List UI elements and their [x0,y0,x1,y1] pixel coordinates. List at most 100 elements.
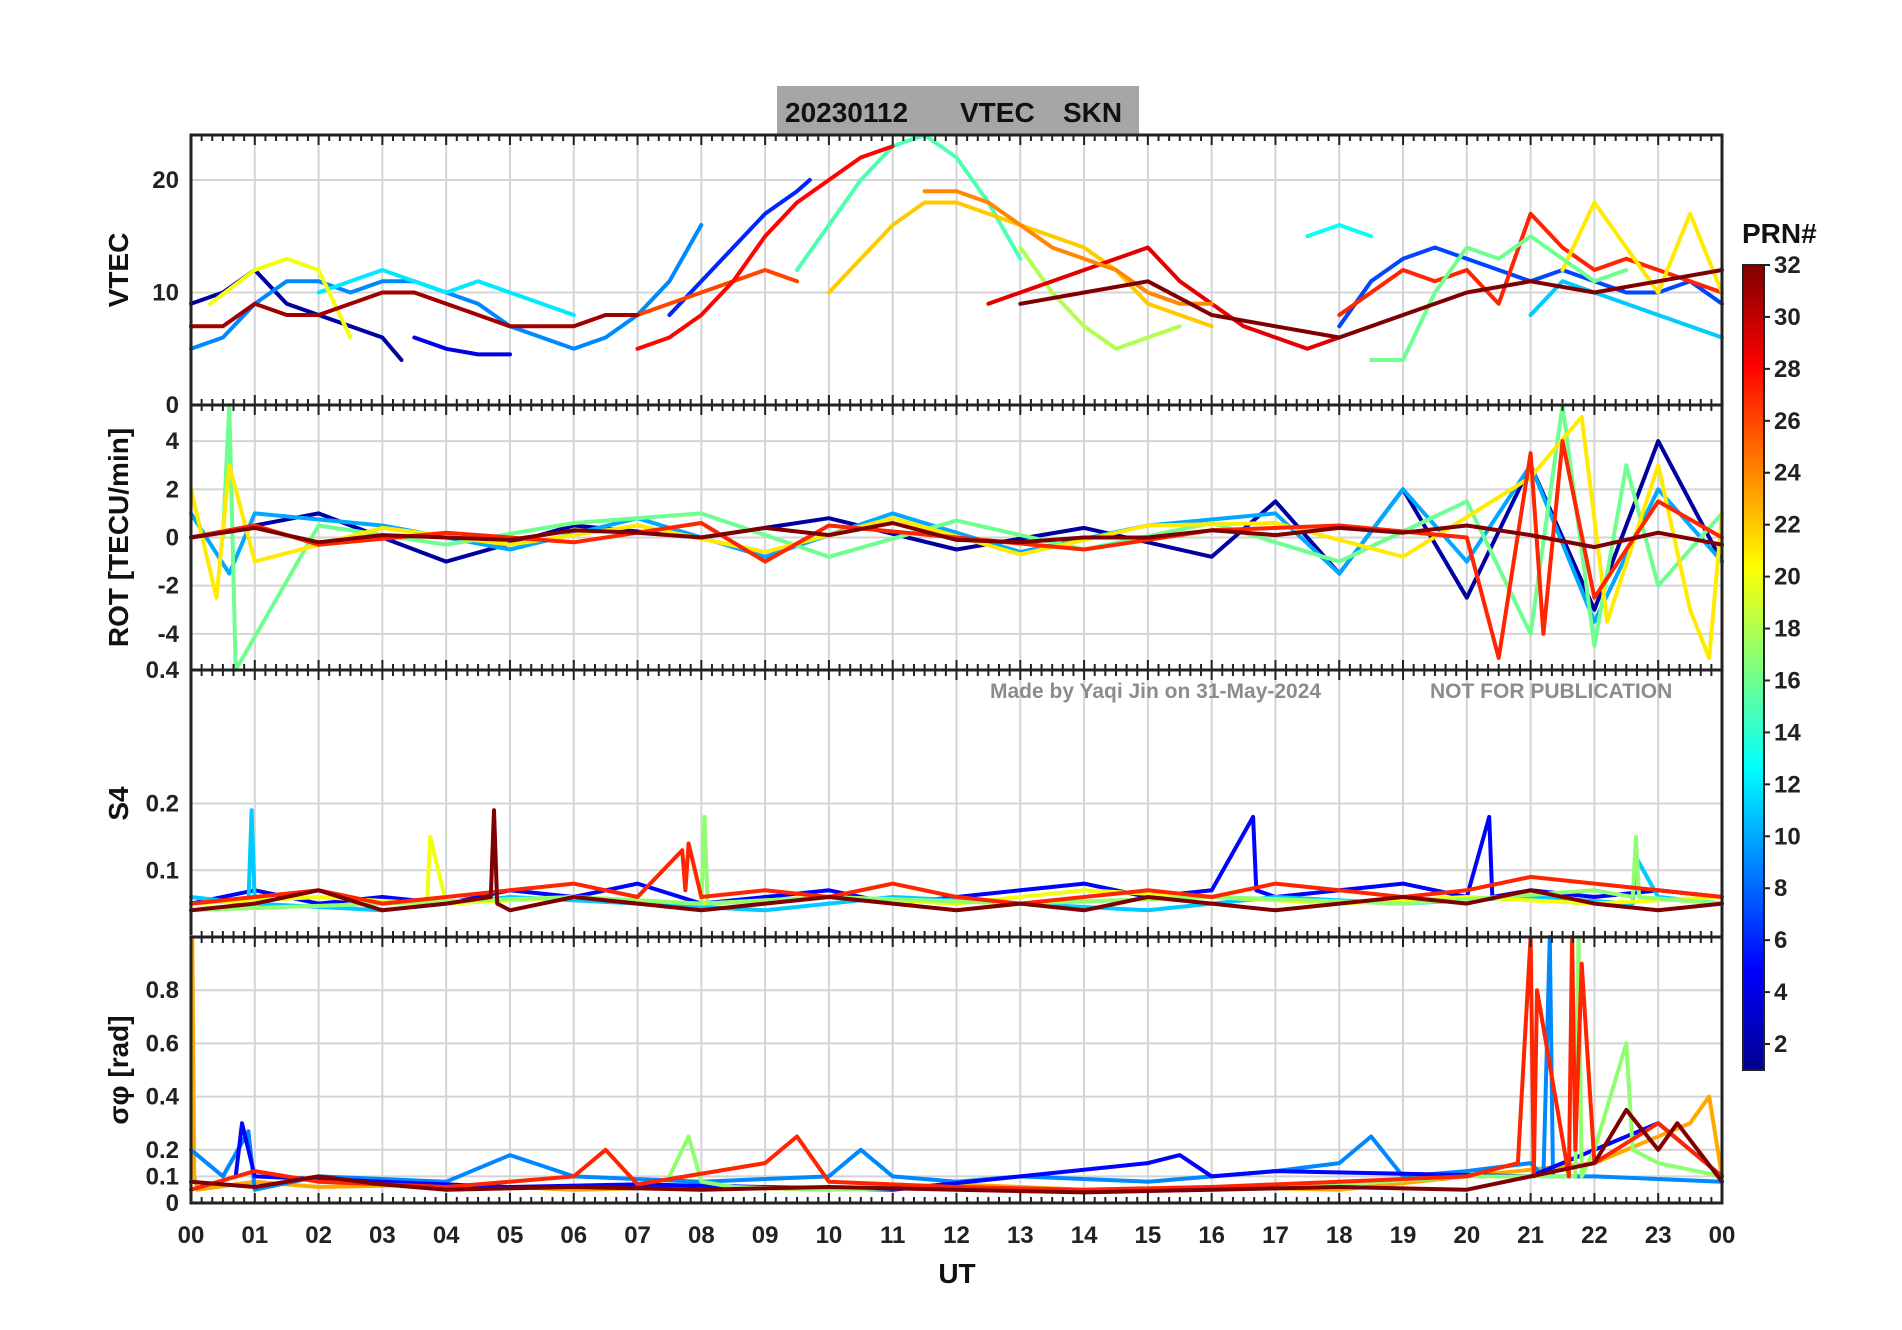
title-badge [777,86,1139,136]
panel-vtec: VTEC 0 10 20 [103,133,1724,419]
series-line-prn-32 [1018,268,1724,340]
ylabel-vtec: VTEC [103,233,134,308]
x-axis-title: UT [938,1258,975,1289]
series-line-prn-32 [189,1107,1724,1195]
x-tick-label: 05 [497,1222,524,1249]
colorbar-gradient [1742,264,1765,1071]
title-station: SKN [1063,97,1122,128]
colorbar-tick-label: 28 [1774,356,1801,383]
panel-sigma-phi: σφ [rad] 00.10.2 0.4 0.6 0.8 [103,935,1724,1217]
series-group [189,808,1724,913]
series-line-prn-26 [635,268,799,317]
title-date: 20230112 [785,97,908,128]
series-group [189,403,1724,672]
x-tick-label: 11 [880,1222,905,1249]
panel-s4: S4 0.1 0.2 0.4 [103,657,1724,939]
x-tick-label: 22 [1581,1222,1608,1249]
series-line-prn-27 [189,935,1724,1192]
colorbar-tick-label: 18 [1774,616,1801,643]
series-line-prn-6 [667,178,812,317]
series-line-prn-13 [1305,223,1374,239]
watermark-notice: NOT FOR PUBLICATION [1430,680,1672,703]
grid [191,135,1722,405]
x-tick-label: 18 [1326,1222,1353,1249]
ylabel-sigma-phi: σφ [rad] [103,1015,134,1124]
series-line-prn-27 [189,841,1724,906]
colorbar-tick-label: 30 [1774,304,1801,331]
colorbar-tick-label: 2 [1774,1031,1787,1058]
x-tick-label: 07 [624,1222,651,1249]
chart-title: 20230112 VTEC SKN [777,86,1139,136]
x-tick-label: 19 [1390,1222,1417,1249]
series-group [189,935,1724,1195]
x-tick-label: 23 [1645,1222,1672,1249]
x-tick-label: 10 [816,1222,843,1249]
colorbar-tick-label: 24 [1774,460,1801,487]
series-line-prn-16 [1369,234,1629,362]
title-quantity: VTEC [960,97,1035,128]
series-line-prn-5 [189,814,1724,906]
x-tick-label: 20 [1453,1222,1480,1249]
colorbar-tick-label: 16 [1774,667,1801,694]
x-tick-labels: 00 01 02 03 04 05 06 07 08 09 10 11 12 13 14 15 16 17 18 19… [178,1222,1736,1249]
series-line-prn-29 [986,245,1342,351]
y-tick-label: 0.6 [146,1030,179,1057]
x-tick-label: 15 [1135,1222,1162,1249]
colorbar-tick-label: 4 [1774,979,1788,1006]
watermark-credit: Made by Yaqi Jin on 31-May-2024 [990,680,1321,703]
grid [191,670,1722,937]
y-tick-label: 0 [166,392,179,419]
x-tick-label: 06 [560,1222,587,1249]
colorbar: PRN# 32 30 28 26 24 22 20 18 16 14 12 10 8 6 4 2 [1742,218,1817,1071]
ylabel-rot: ROT [TECU/min] [103,428,134,647]
colorbar-tick-label: 14 [1774,719,1801,746]
colorbar-tick-label: 32 [1774,252,1801,279]
series-line-prn-20 [208,256,353,340]
x-tick-label: 04 [433,1222,460,1249]
series-line-prn-32 [189,521,1724,550]
x-tick-label: 21 [1517,1222,1544,1249]
series-line-prn-5 [233,1121,1724,1192]
y-tick-label: 0.8 [146,977,179,1004]
colorbar-ticks: 32 30 28 26 24 22 20 18 16 14 12 10 8 6 4 2 [1764,252,1801,1058]
y-tick-label: 0 [166,1190,179,1217]
series-line-prn-21 [189,415,1724,660]
x-tick-label: 09 [752,1222,779,1249]
x-tick-label: 03 [369,1222,396,1249]
x-tick-label: 01 [241,1222,268,1249]
ylabel-s4: S4 [103,786,134,821]
colorbar-tick-label: 8 [1774,875,1787,902]
panel-rot: ROT [TECU/min] -4 -2 0 2 4 [103,403,1724,672]
colorbar-tick-label: 26 [1774,408,1801,435]
series-line-prn-32 [189,808,1724,913]
x-tick-label: 17 [1262,1222,1289,1249]
x-tick-label: 00 [1709,1222,1736,1249]
series-line-prn-28 [635,144,895,351]
y-tick-label: -2 [158,573,179,600]
colorbar-tick-label: 12 [1774,771,1801,798]
series-line-prn-31 [189,290,640,329]
x-tick-label: 16 [1198,1222,1225,1249]
x-tick-label: 14 [1071,1222,1098,1249]
y-tick-label: 0.4 [146,1084,180,1111]
axes-frame [189,935,1724,1205]
y-tick-label: 0.1 [146,1163,179,1190]
series-line-prn-21 [1560,200,1724,295]
x-tick-label: 00 [178,1222,205,1249]
grid [191,937,1722,1203]
series-line-prn-12 [316,268,576,317]
x-tick-label: 13 [1007,1222,1034,1249]
x-tick-label: 12 [943,1222,970,1249]
axes-frame [189,133,1724,407]
colorbar-tick-label: 6 [1774,927,1787,954]
y-tick-label: 0.2 [146,1137,179,1164]
series-line-prn-27 [1337,211,1724,317]
colorbar-tick-label: 10 [1774,823,1801,850]
series-line-prn-27 [189,439,1724,660]
x-tick-label: 08 [688,1222,715,1249]
y-tick-label: 4 [166,428,180,455]
series-line-prn-4 [412,335,512,357]
y-tick-label: 20 [152,167,179,194]
y-tick-label: 10 [152,280,179,307]
